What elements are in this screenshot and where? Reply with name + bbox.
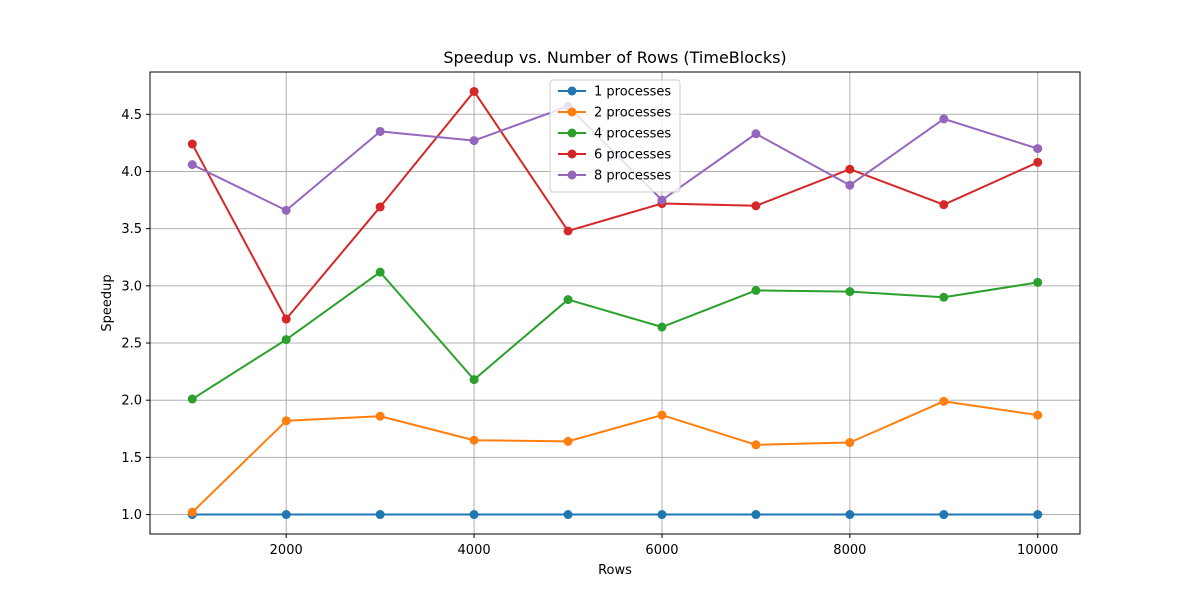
data-point — [845, 180, 855, 190]
x-axis-label: Rows — [598, 563, 632, 578]
y-tick-label: 3.5 — [121, 222, 142, 237]
series-line — [191, 271, 1038, 400]
data-point — [1033, 157, 1043, 167]
legend-entry: 2 processes — [558, 106, 671, 121]
data-point — [939, 200, 949, 210]
chart-title: Speedup vs. Number of Rows (TimeBlocks) — [443, 48, 786, 67]
data-point — [939, 396, 949, 406]
legend-marker — [567, 128, 577, 138]
legend: 1 processes 2 processes 4 processes 6 proce… — [549, 79, 681, 193]
legend-label: 8 processes — [594, 169, 671, 184]
data-point — [563, 226, 573, 236]
data-point — [375, 411, 385, 421]
data-point — [469, 375, 479, 385]
data-point — [469, 435, 479, 445]
plot-frame — [149, 71, 1081, 535]
data-point — [281, 510, 291, 520]
x-tick-label: 8000 — [833, 543, 866, 558]
y-tick-label: 1.0 — [121, 508, 142, 523]
data-point — [657, 410, 667, 420]
legend-marker — [567, 170, 577, 180]
data-point — [1033, 410, 1043, 420]
data-point — [375, 202, 385, 212]
legend-label: 1 processes — [594, 85, 671, 100]
tick-layer: 2000 4000 6000 8000 10000 1.0 1.5 2.0 2.5 3.0 3.5 4… — [121, 108, 1058, 558]
data-point — [563, 295, 573, 305]
legend-label: 4 processes — [594, 127, 671, 142]
data-point — [1033, 277, 1043, 287]
legend-marker — [567, 86, 577, 96]
y-tick-label: 4.0 — [121, 165, 142, 180]
data-point — [657, 322, 667, 332]
data-point — [469, 136, 479, 146]
data-point — [469, 510, 479, 520]
x-tick-label: 6000 — [645, 543, 678, 558]
data-point — [751, 201, 761, 211]
x-tick-label: 4000 — [458, 543, 491, 558]
series-line — [191, 400, 1038, 513]
data-point — [1033, 144, 1043, 154]
x-tick-label: 10000 — [1017, 543, 1058, 558]
data-point — [187, 394, 197, 404]
data-point — [187, 160, 197, 170]
y-tick-label: 3.0 — [121, 279, 142, 294]
series-4 — [187, 86, 1043, 324]
series-line — [191, 90, 1039, 321]
series-1 — [187, 510, 1043, 520]
y-tick-label: 1.5 — [121, 451, 142, 466]
data-point — [187, 139, 197, 149]
data-point — [751, 440, 761, 450]
data-point — [939, 114, 949, 124]
data-point — [563, 510, 573, 520]
data-point — [845, 438, 855, 448]
data-point — [845, 287, 855, 297]
y-tick-label: 2.5 — [121, 337, 142, 352]
series-2 — [187, 396, 1043, 517]
legend-label: 2 processes — [594, 106, 671, 121]
data-point — [939, 292, 949, 302]
data-point — [657, 195, 667, 205]
data-point — [1033, 510, 1043, 520]
data-point — [375, 267, 385, 277]
legend-label: 6 processes — [594, 148, 671, 163]
data-point — [751, 129, 761, 139]
legend-entry: 1 processes — [558, 85, 671, 100]
data-point — [281, 205, 291, 215]
data-point — [845, 510, 855, 520]
data-point — [281, 335, 291, 345]
data-point — [187, 507, 197, 517]
data-point — [751, 510, 761, 520]
legend-box — [549, 79, 681, 193]
data-point — [375, 126, 385, 136]
x-tick-label: 2000 — [270, 543, 303, 558]
y-tick-label: 4.5 — [121, 108, 142, 123]
legend-entry: 6 processes — [558, 148, 671, 163]
legend-entry: 4 processes — [558, 127, 671, 142]
data-point — [939, 510, 949, 520]
y-tick-label: 2.0 — [121, 394, 142, 409]
data-point — [751, 285, 761, 295]
legend-marker — [567, 107, 577, 117]
y-axis-label: Speedup — [100, 274, 115, 331]
data-point — [657, 510, 667, 520]
data-point — [281, 314, 291, 324]
data-point — [281, 416, 291, 426]
data-point — [845, 164, 855, 174]
data-point — [563, 436, 573, 446]
data-point — [375, 510, 385, 520]
data-point — [469, 86, 479, 96]
series-3 — [187, 267, 1043, 404]
legend-entry: 8 processes — [558, 169, 671, 184]
legend-marker — [567, 149, 577, 159]
